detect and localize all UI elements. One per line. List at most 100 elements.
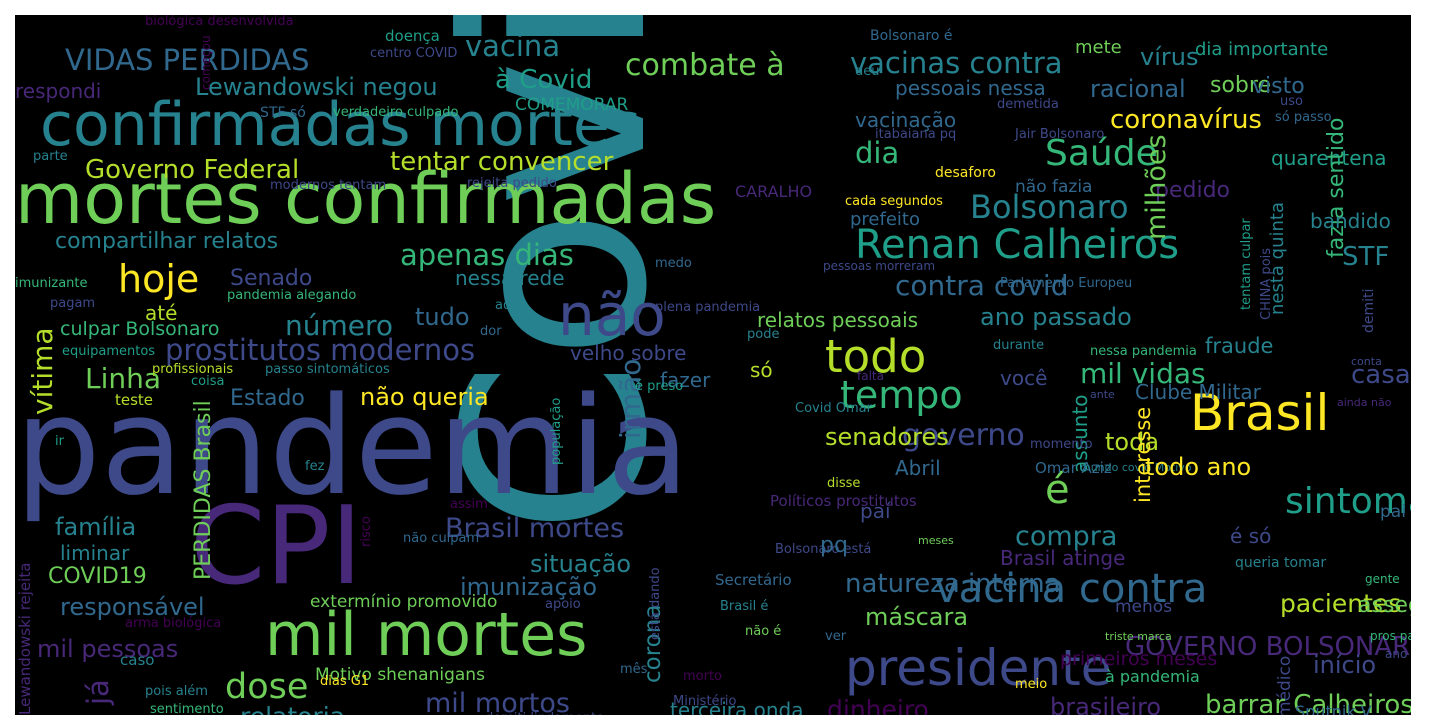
word-politicos-prostitutos: Políticos prostitutos [770, 492, 917, 510]
word-triste-marca: triste marca [1105, 630, 1172, 643]
word-momento: momento [1030, 437, 1093, 452]
word-stf-so: STF só [260, 105, 306, 121]
word-secretario: Secretário [715, 571, 792, 589]
word-pacientes-pois: pacientes Pois [1280, 589, 1411, 618]
word-estado: Estado [230, 386, 305, 411]
word-caralho: CARALHO [735, 182, 812, 201]
word-demetida: demetida [997, 97, 1059, 112]
word-mete: mete [1075, 37, 1122, 58]
word-brasileiro: brasileiro [1050, 693, 1161, 715]
word-liminar: liminar [60, 541, 130, 565]
word-dinheiro: dinheiro [827, 695, 929, 715]
word-prefeito: prefeito [850, 209, 920, 230]
word-mortes-confirmadas: mortes confirmadas [15, 158, 716, 240]
word-medico: médico [1275, 656, 1295, 715]
word-queria-tomar: queria tomar [1235, 555, 1326, 571]
word-situacao: situação [530, 550, 631, 578]
word-morto: morto [683, 669, 722, 684]
word-cada-segundos: cada segundos [845, 194, 943, 209]
word-fraude: fraude [1205, 334, 1273, 358]
word-fazia-sentido: fazia sentido [1324, 118, 1349, 258]
word-nao: não [558, 281, 666, 349]
word-pessoas-morreram: pessoas morreram [823, 259, 935, 273]
word-brasil-mortes: Brasil mortes [445, 513, 624, 544]
word-ver: ver [825, 629, 847, 644]
word-velho-sobre: velho sobre [570, 341, 686, 365]
word-medo: medo [655, 256, 692, 271]
word-parte: parte [33, 149, 68, 164]
word-nao-e: não é [745, 624, 781, 639]
word-nessa-pandemia: nessa pandemia [1090, 344, 1197, 359]
word-racional: racional [1090, 75, 1186, 103]
word-covid-omar: Covid Omar [795, 401, 873, 416]
word-pedido: pedido [1155, 178, 1230, 203]
word-conta: conta [1351, 355, 1382, 368]
word-visto: visto [1252, 74, 1305, 99]
word-modernos-tentam: modernos tentam [270, 178, 386, 193]
word-covid: Covid [411, 15, 702, 535]
word-sputnik-v: Sputnik V [1295, 702, 1372, 715]
word-itabaiana-pq: itabaiana pq [875, 127, 956, 142]
word-mundo-covid-motivo: mundo covid Motivo [1080, 461, 1192, 474]
word-clube-militar: Clube Militar [1135, 380, 1262, 404]
word-profissionais: profissionais [152, 362, 233, 377]
word-cpi: CPI [190, 484, 362, 609]
word-ate: até [145, 301, 177, 325]
word-governo-bolsonaro: GOVERNO BOLSONARO [1125, 632, 1411, 662]
word-voce: você [1000, 366, 1047, 390]
word-cloud-canvas: Covid pandemia CPI mortes confirmadas confir… [15, 15, 1411, 715]
word-tudo: tudo [415, 303, 470, 331]
word-apenas-dias: apenas dias [400, 238, 574, 272]
word-imunizante: imunizante [15, 276, 88, 291]
word-terceira-onda: terceira onda [670, 698, 804, 715]
word-senado: Senado [230, 266, 312, 291]
word-abril: Abril [895, 456, 941, 480]
word-natureza-interna: natureza interna [845, 569, 1061, 599]
word-quarentena: quarentena [1271, 146, 1386, 170]
word-tempo: tempo [840, 373, 963, 417]
word-coronavirus: coronavírus [1110, 105, 1262, 135]
word-inicio: início [1313, 651, 1376, 679]
word-passo-sintomaticos: passo sintomáticos [265, 362, 390, 377]
word-biologica-desenvolvida: biológica desenvolvida [145, 15, 294, 29]
word-brasil: Brasil [1190, 384, 1329, 442]
word-pai-nao: pai não [1380, 502, 1411, 522]
word-interesse: interesse [1131, 407, 1155, 503]
word-a-pandemia: à pandemia [1105, 667, 1200, 686]
word-demiti: demiti [1361, 289, 1377, 333]
word-relatos-pessoais: relatos pessoais [757, 308, 918, 332]
word-imunizacao: imunização [460, 573, 597, 601]
word-motivo-shenanigans: Motivo shenanigans [315, 665, 485, 685]
word-vacinas-contra: vacinas contra [850, 46, 1063, 80]
word-mil-pessoas: mil pessoas [37, 635, 178, 663]
word-tentar-convencer: tentar convencer [390, 147, 614, 177]
word-arma-biologica: arma biológica [125, 616, 221, 631]
word-lewandowski-negou: Lewandowski negou [195, 73, 438, 101]
word-meses: meses [918, 534, 954, 547]
word-fazer: fazer [660, 368, 711, 392]
word-ano-passado: ano passado [980, 303, 1132, 331]
word-exterminio-promovido: extermínio promovido [310, 592, 497, 612]
word-pandemia-alegando: pandemia alegando [227, 288, 356, 303]
word-contra-covid: contra covid [895, 269, 1068, 302]
word-brasil-e: Brasil é [720, 599, 768, 614]
word-casa: casa [1351, 360, 1411, 390]
word-omar-aziz: Omar Aziz [1035, 459, 1112, 477]
word-numero: número [285, 309, 393, 342]
word-vidas-perdidas: VIDAS PERDIDAS [65, 43, 310, 77]
word-doenca: doença [385, 27, 440, 45]
word-compartilhar-relatos: compartilhar relatos [55, 229, 278, 254]
word-deu: deu [855, 64, 880, 79]
word-so: só [750, 358, 773, 382]
word-populacao: população [549, 398, 564, 465]
word-ante: ante [1090, 388, 1115, 401]
word-dia: dia [855, 136, 899, 170]
word-prostitutos-modernos: prostitutos modernos [165, 333, 475, 367]
word-china-pois: CHINA pois [1259, 248, 1274, 320]
word-teste: teste [115, 391, 153, 409]
word-culpar-bolsonaro: culpar Bolsonaro [60, 318, 220, 340]
word-uso: uso [1280, 94, 1303, 109]
word-verdadeiro-culpado: verdadeiro culpado [333, 105, 459, 120]
word-desaforo: desaforo [935, 165, 996, 181]
word-assegurar-gestao: assegurar gestão [1358, 593, 1411, 618]
